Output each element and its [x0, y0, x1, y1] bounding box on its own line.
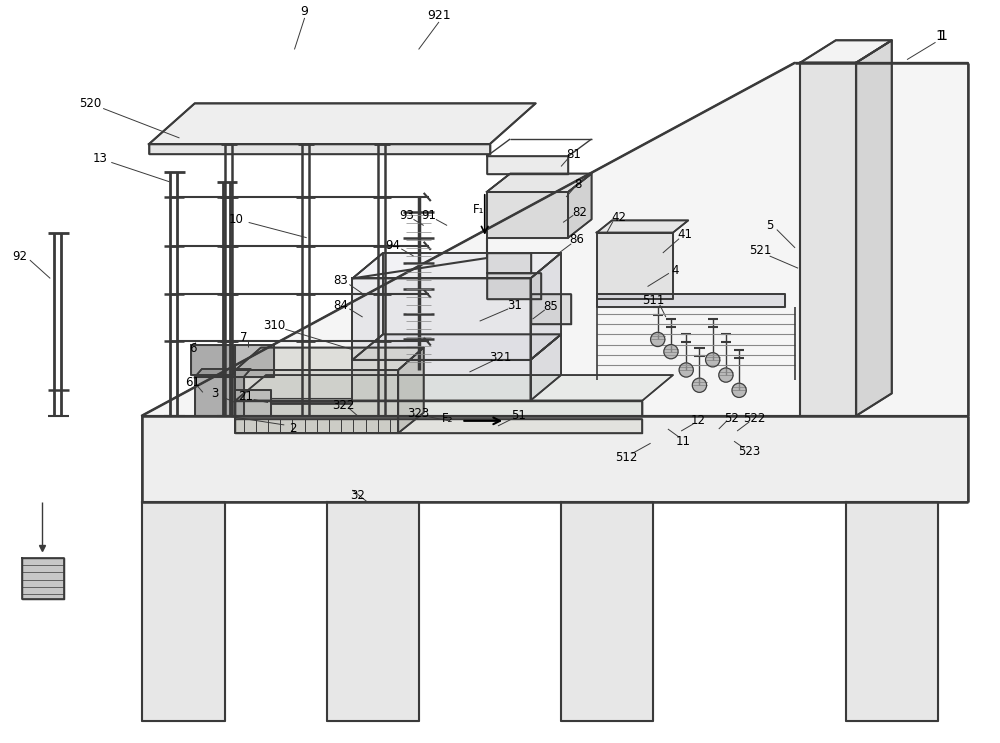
Polygon shape [142, 416, 968, 502]
Text: F₁: F₁ [473, 203, 484, 215]
Polygon shape [22, 558, 64, 599]
Circle shape [719, 368, 733, 382]
Text: 82: 82 [572, 206, 587, 218]
Text: 921: 921 [427, 10, 451, 22]
Text: 93: 93 [399, 209, 414, 222]
Text: 10: 10 [229, 213, 244, 226]
Text: 2: 2 [289, 423, 296, 435]
Text: 8: 8 [575, 178, 582, 191]
Polygon shape [597, 221, 688, 233]
Text: 31: 31 [507, 299, 522, 312]
Polygon shape [352, 334, 561, 360]
Polygon shape [531, 253, 561, 360]
Text: 32: 32 [350, 489, 365, 502]
Text: 85: 85 [544, 300, 558, 314]
Polygon shape [800, 40, 892, 62]
Text: 42: 42 [612, 211, 627, 224]
Polygon shape [327, 502, 419, 721]
Text: 1: 1 [935, 29, 944, 43]
Polygon shape [352, 253, 561, 279]
Polygon shape [191, 345, 233, 375]
Text: 9: 9 [301, 5, 309, 19]
Polygon shape [352, 360, 531, 400]
Polygon shape [235, 348, 424, 370]
Text: 521: 521 [749, 244, 772, 257]
Polygon shape [487, 192, 568, 238]
Polygon shape [235, 375, 673, 400]
Text: 1: 1 [938, 29, 947, 43]
Circle shape [706, 353, 720, 367]
Polygon shape [856, 40, 892, 416]
Polygon shape [149, 103, 536, 144]
Text: 3: 3 [211, 387, 219, 400]
Polygon shape [597, 293, 785, 307]
Polygon shape [235, 390, 271, 416]
Text: 11: 11 [676, 435, 691, 448]
Polygon shape [531, 334, 561, 400]
Text: 52: 52 [725, 412, 739, 425]
Text: 323: 323 [407, 407, 430, 421]
Polygon shape [487, 156, 568, 174]
Polygon shape [142, 62, 968, 416]
Polygon shape [235, 370, 398, 433]
Text: 83: 83 [333, 274, 348, 287]
Text: 91: 91 [421, 209, 436, 222]
Polygon shape [352, 279, 531, 360]
Polygon shape [568, 174, 592, 238]
Text: 94: 94 [386, 239, 401, 253]
Text: 522: 522 [743, 412, 766, 425]
Polygon shape [800, 62, 856, 416]
Circle shape [664, 345, 678, 359]
Text: 511: 511 [642, 294, 665, 308]
Text: 81: 81 [566, 148, 581, 160]
Circle shape [679, 363, 693, 377]
Text: 12: 12 [691, 415, 706, 427]
Text: 520: 520 [79, 97, 101, 110]
Text: 4: 4 [671, 264, 679, 276]
Text: 512: 512 [615, 451, 637, 464]
Text: 5: 5 [766, 219, 773, 232]
Text: 86: 86 [569, 233, 584, 246]
Polygon shape [235, 400, 642, 416]
Polygon shape [398, 348, 424, 433]
Text: 84: 84 [333, 299, 348, 312]
Text: 6: 6 [189, 342, 196, 355]
Circle shape [692, 378, 707, 392]
Text: 61: 61 [185, 376, 200, 389]
Polygon shape [561, 502, 653, 721]
Text: 92: 92 [12, 250, 27, 262]
Circle shape [732, 383, 746, 398]
Circle shape [651, 332, 665, 346]
Text: 322: 322 [332, 399, 354, 412]
Text: 321: 321 [489, 351, 511, 364]
Polygon shape [846, 502, 938, 721]
Text: 310: 310 [263, 319, 285, 331]
Polygon shape [195, 377, 244, 416]
Text: 13: 13 [93, 152, 108, 165]
Polygon shape [487, 273, 541, 299]
Polygon shape [149, 144, 490, 155]
Polygon shape [487, 253, 531, 273]
Polygon shape [597, 233, 673, 299]
Polygon shape [142, 502, 225, 721]
Polygon shape [235, 419, 642, 433]
Text: 7: 7 [240, 331, 247, 344]
Polygon shape [235, 345, 274, 377]
Polygon shape [195, 369, 251, 377]
Text: 51: 51 [511, 409, 526, 422]
Text: 21: 21 [238, 390, 253, 403]
Text: 523: 523 [738, 445, 760, 458]
Text: F₂: F₂ [441, 412, 453, 425]
Text: 41: 41 [678, 228, 693, 241]
Polygon shape [487, 174, 592, 192]
Polygon shape [531, 293, 571, 324]
